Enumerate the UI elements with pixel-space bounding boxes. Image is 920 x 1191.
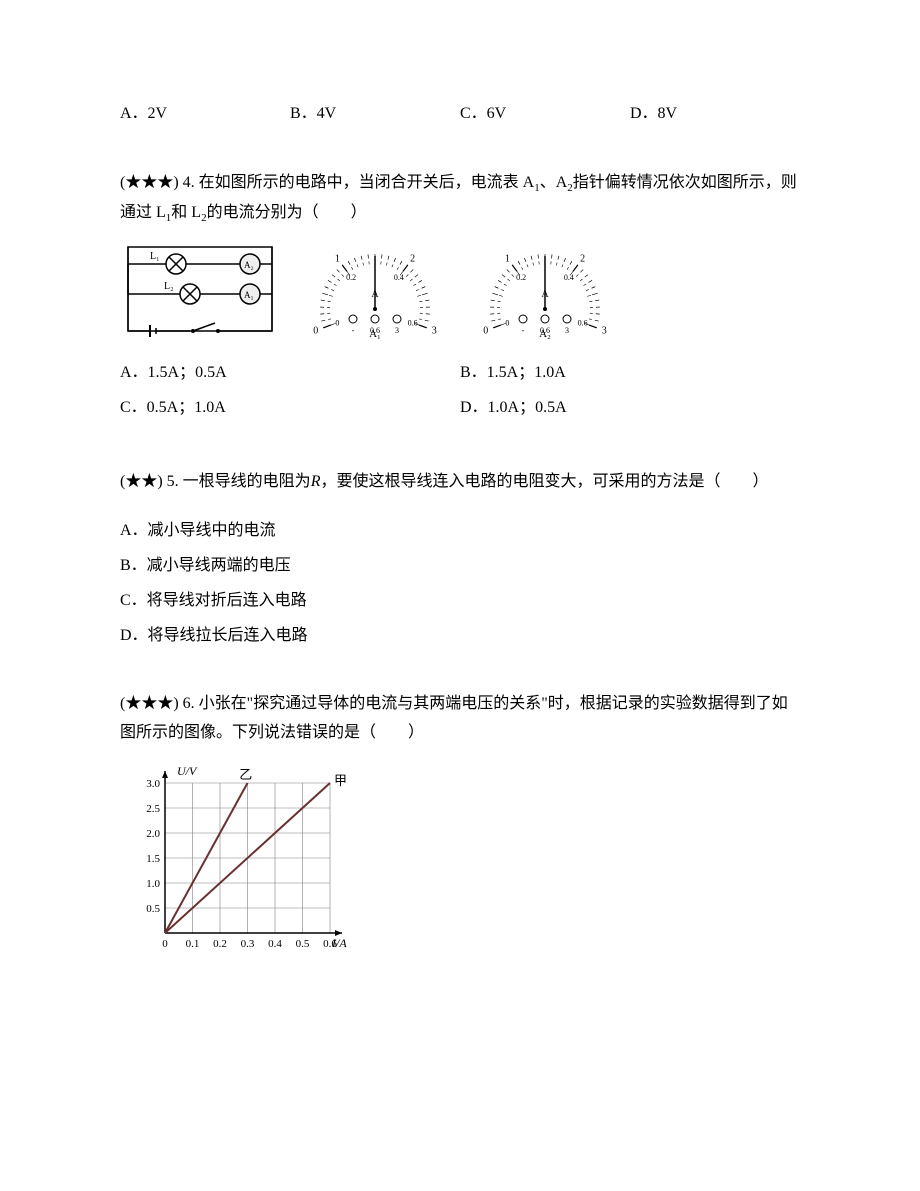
q6-text: (★★★) 6. 小张在"探究通过导体的电流与其两端电压的关系"时，根据记录的实… (120, 690, 800, 748)
q5-t2: ，要使这根导线连入电路的电阻变大，可采用的方法是（ ） (320, 473, 768, 490)
ui-chart: U/VI/A0.51.01.52.02.53.000.10.20.30.40.5… (120, 758, 350, 958)
svg-text:0.5: 0.5 (146, 903, 160, 915)
svg-text:2.5: 2.5 (146, 803, 160, 815)
svg-text:0.3: 0.3 (241, 938, 255, 950)
q5-stars: (★★) 5. (120, 473, 179, 490)
svg-text:0: 0 (483, 325, 488, 336)
circuit-a2-label: A₂ (244, 260, 254, 270)
svg-text:0.4: 0.4 (394, 273, 404, 282)
svg-text:甲: 甲 (334, 773, 347, 788)
q3-option-d: D．8V (630, 100, 800, 129)
q4-text: (★★★) 4. 在如图所示的电路中，当闭合开关后，电流表 A1、A2指针偏转情… (120, 169, 800, 229)
q4-option-d: D．1.0A；0.5A (460, 394, 800, 423)
q5-option-d: D．将导线拉长后连入电路 (120, 622, 800, 651)
svg-text:0.4: 0.4 (268, 938, 282, 950)
svg-text:3: 3 (602, 325, 607, 336)
svg-text:1: 1 (505, 253, 510, 264)
svg-text:0: 0 (313, 325, 318, 336)
svg-text:1: 1 (335, 253, 340, 264)
q3-option-a: A．2V (120, 100, 290, 129)
q5-t1: 一根导线的电阻为 (179, 473, 311, 490)
svg-text:1.0: 1.0 (146, 878, 160, 890)
q4-option-c: C．0.5A；1.0A (120, 394, 460, 423)
q3-options: A．2V B．4V C．6V D．8V (120, 100, 800, 129)
svg-text:0.2: 0.2 (346, 273, 356, 282)
svg-text:3.0: 3.0 (146, 778, 160, 790)
svg-text:2: 2 (580, 253, 585, 264)
q4: (★★★) 4. 在如图所示的电路中，当闭合开关后，电流表 A1、A2指针偏转情… (120, 169, 800, 429)
svg-text:A₂: A₂ (539, 328, 551, 339)
svg-text:-: - (352, 326, 355, 335)
q5-options: A．减小导线中的电流 B．减小导线两端的电压 C．将导线对折后连入电路 D．将导… (120, 517, 800, 650)
q4-option-b: B．1.5A；1.0A (460, 359, 800, 388)
q4-t4: 和 L (171, 204, 201, 221)
circuit-a1-label: A₁ (244, 290, 254, 300)
svg-text:-: - (522, 326, 525, 335)
svg-text:0.6: 0.6 (323, 938, 337, 950)
q4-t5: 的电流分别为（ ） (207, 204, 367, 221)
q4-stars: (★★★) 4. (120, 174, 195, 191)
svg-text:0: 0 (162, 938, 168, 950)
circuit-l2-label: L₂ (164, 281, 174, 292)
q6: (★★★) 6. 小张在"探究通过导体的电流与其两端电压的关系"时，根据记录的实… (120, 690, 800, 958)
svg-text:0.6: 0.6 (578, 318, 588, 327)
q5-option-c: C．将导线对折后连入电路 (120, 587, 800, 616)
q4-options: A．1.5A；0.5A B．1.5A；1.0A C．0.5A；1.0A D．1.… (120, 359, 800, 429)
q4-option-a: A．1.5A；0.5A (120, 359, 460, 388)
ammeter-a2: 012300.20.40.6A-0.63A₂ (470, 239, 620, 339)
q5-text: (★★) 5. 一根导线的电阻为R，要使这根导线连入电路的电阻变大，可采用的方法… (120, 468, 800, 497)
q4-diagrams: L₁ A₂ L₂ A₁ (120, 239, 800, 339)
svg-text:0.2: 0.2 (516, 273, 526, 282)
svg-text:0: 0 (505, 318, 509, 327)
q5-R: R (311, 473, 321, 490)
svg-text:0.5: 0.5 (296, 938, 310, 950)
q3-option-c: C．6V (460, 100, 630, 129)
q5: (★★) 5. 一根导线的电阻为R，要使这根导线连入电路的电阻变大，可采用的方法… (120, 468, 800, 650)
svg-text:3: 3 (432, 325, 437, 336)
svg-text:0.1: 0.1 (186, 938, 200, 950)
ammeter-a1: 012300.20.40.6A-0.63A₁ (300, 239, 450, 339)
svg-text:3: 3 (395, 326, 399, 335)
svg-text:0.2: 0.2 (213, 938, 227, 950)
svg-text:0.4: 0.4 (564, 273, 574, 282)
svg-text:2.0: 2.0 (146, 828, 160, 840)
q3-option-b: B．4V (290, 100, 460, 129)
svg-text:2: 2 (410, 253, 415, 264)
circuit-diagram: L₁ A₂ L₂ A₁ (120, 239, 280, 339)
svg-text:A₁: A₁ (369, 328, 381, 339)
q4-t1: 在如图所示的电路中，当闭合开关后，电流表 A (195, 174, 535, 191)
q5-option-b: B．减小导线两端的电压 (120, 552, 800, 581)
q6-stars: (★★★) 6. (120, 695, 195, 712)
q4-t2: 、A (540, 174, 568, 191)
svg-text:3: 3 (565, 326, 569, 335)
svg-text:1.5: 1.5 (146, 853, 160, 865)
svg-text:0: 0 (335, 318, 339, 327)
q5-option-a: A．减小导线中的电流 (120, 517, 800, 546)
svg-text:0.6: 0.6 (408, 318, 418, 327)
q6-t: 小张在"探究通过导体的电流与其两端电压的关系"时，根据记录的实验数据得到了如图所… (120, 695, 788, 741)
circuit-l1-label: L₁ (150, 251, 160, 262)
svg-text:乙: 乙 (239, 767, 252, 782)
svg-text:U/V: U/V (177, 764, 198, 778)
